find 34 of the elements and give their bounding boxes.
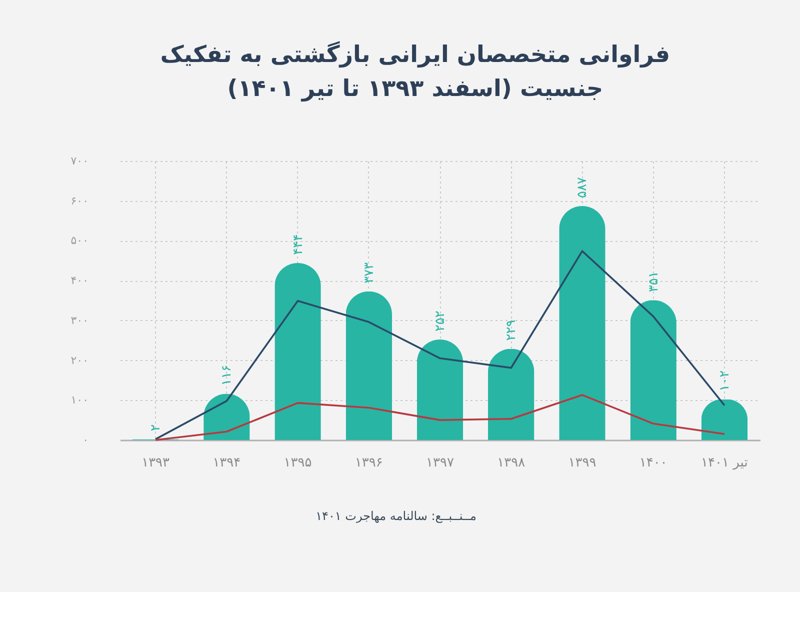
x-tick-label: ۱۳۹۴ <box>212 456 241 470</box>
chart-title: فراوانی متخصصان ایرانی بازگشتی به تفکیک جنسیت (اسفند ۱۳۹۳ تا تیر ۱۴۰۱) <box>160 41 670 102</box>
y-tick-label: ۰ <box>82 434 88 446</box>
x-tick-label: ۱۳۹۸ <box>497 456 526 470</box>
text: مــنــبــع: سالنامه مهاجرت ۱۴۰۱ <box>316 509 476 523</box>
data-label: ۲۵۲ <box>433 310 448 332</box>
bar <box>559 206 606 440</box>
data-label: ۴۴۴ <box>290 234 306 256</box>
x-tick-label: ۱۳۹۵ <box>284 456 312 470</box>
data-label: ۲۲۹ <box>504 320 520 341</box>
data-label: ۱۱۶ <box>220 364 235 386</box>
x-tick-label: ۱۳۹۷ <box>426 456 454 470</box>
data-label: ۳۵۱ <box>646 271 662 292</box>
bar <box>274 263 321 440</box>
data-label: ۳۷۳ <box>362 262 377 284</box>
x-tick-label: تیر ۱۴۰۱ <box>701 456 748 470</box>
data-label: ۱۰۲ <box>717 370 732 392</box>
y-tick-label: ۵۰۰ <box>70 234 88 248</box>
data-label: ۲ <box>148 424 164 432</box>
x-tick-label: ۱۴۰۰ <box>639 456 668 470</box>
y-tick-label: ۷۰۰ <box>70 154 88 168</box>
x-tick-label: ۱۳۹۳ <box>142 456 170 470</box>
x-tick-label: ۱۳۹۹ <box>568 456 596 470</box>
data-label: ۵۸۷ <box>575 177 590 198</box>
bar <box>346 291 392 440</box>
y-tick-label: ۱۰۰ <box>70 394 88 407</box>
y-tick-label: ۲۰۰ <box>70 354 88 367</box>
x-tick-label: ۱۳۹۶ <box>354 456 383 470</box>
bar <box>416 340 464 440</box>
y-tick-label: ۶۰۰ <box>70 194 88 208</box>
y-tick-label: ۴۰۰ <box>70 274 88 288</box>
bar <box>630 300 676 440</box>
bar <box>488 348 534 440</box>
y-tick-label: ۳۰۰ <box>70 314 88 327</box>
